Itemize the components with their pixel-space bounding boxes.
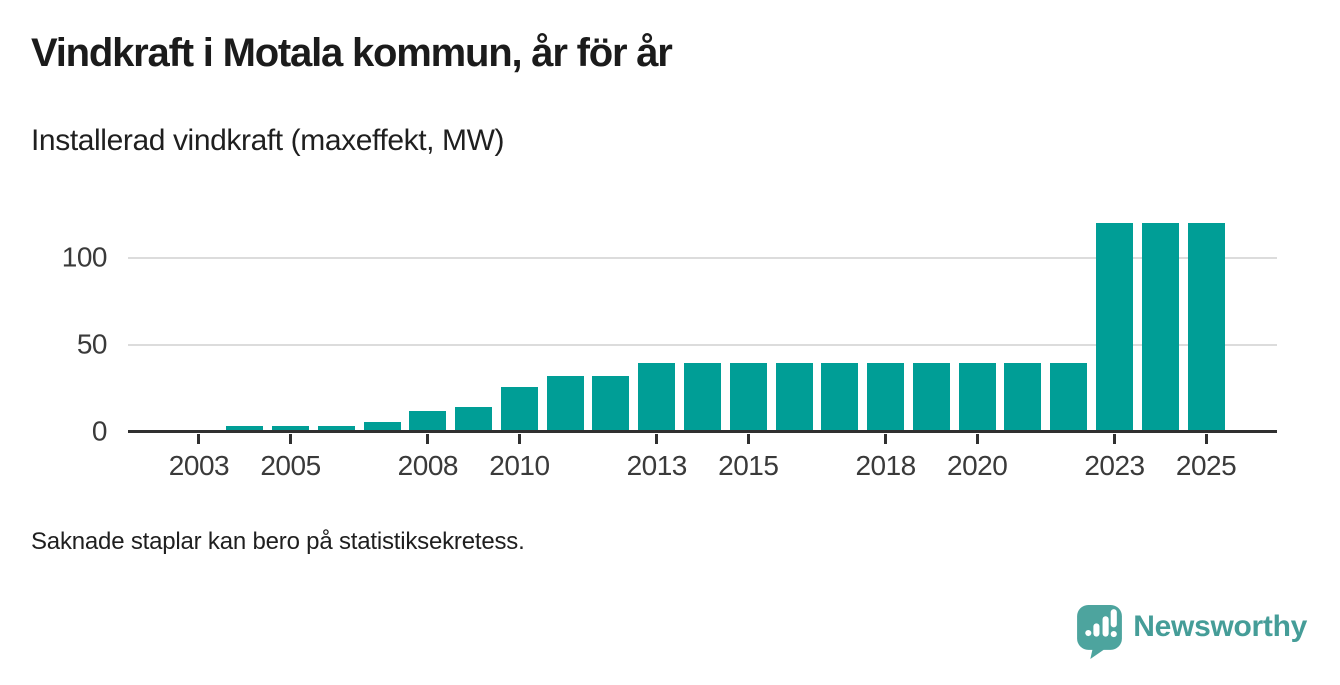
x-tick-2025	[1204, 434, 1208, 444]
gridline-50	[128, 343, 1277, 346]
logo-bar-tall-icon	[1102, 616, 1109, 637]
y-axis: 0 50 100	[0, 200, 108, 446]
bar-2024	[1141, 222, 1179, 432]
bar-2007	[363, 421, 401, 432]
x-axis-line	[128, 430, 1277, 433]
x-tick-2023	[1112, 434, 1116, 444]
chart-subtitle: Installerad vindkraft (maxeffekt, MW)	[31, 124, 505, 157]
footnote: Saknade staplar kan bero på statistiksek…	[31, 528, 525, 555]
x-tick-label-2005: 2005	[260, 450, 321, 481]
x-tick-2005	[289, 434, 292, 444]
x-tick-2010	[517, 434, 521, 444]
bar-2025	[1187, 222, 1225, 432]
newsworthy-logo-icon	[1077, 605, 1123, 659]
bar-2006	[317, 425, 355, 432]
logo-dot-icon	[1085, 629, 1092, 637]
x-tick-label-2020: 2020	[947, 450, 1008, 481]
bar-2011	[546, 376, 584, 432]
x-tick-label-2025: 2025	[1175, 450, 1237, 481]
chart-title: Vindkraft i Motala kommun, år för år	[31, 31, 673, 75]
x-tick-label-2015: 2015	[718, 450, 779, 481]
logo-exclamation-dot-icon	[1110, 630, 1118, 638]
x-tick-2018	[884, 434, 888, 444]
bar-2014	[684, 363, 721, 432]
x-tick-2013	[655, 434, 659, 444]
bar-2010	[500, 386, 538, 432]
y-tick-label-0: 0	[91, 415, 108, 447]
x-tick-2015	[746, 434, 750, 444]
bar-2021	[1004, 363, 1042, 432]
x-tick-2020	[975, 434, 979, 444]
bar-2004	[226, 425, 264, 432]
x-tick-label-2008: 2008	[397, 450, 459, 481]
y-tick-label-100: 100	[61, 240, 108, 272]
y-tick-label-50: 50	[76, 328, 108, 360]
x-tick-label-2010: 2010	[489, 450, 550, 481]
logo-exclamation-bar-icon	[1110, 609, 1118, 628]
x-tick-label-2003: 2003	[168, 450, 230, 481]
gridline-100	[128, 256, 1277, 259]
logo-bar-small-icon	[1093, 623, 1100, 637]
bar-2019	[912, 363, 950, 432]
bar-2020	[958, 363, 996, 432]
bar-2018	[867, 363, 905, 432]
bar-2017	[821, 363, 859, 432]
bar-2016	[775, 363, 813, 432]
x-tick-2003	[197, 434, 201, 444]
bar-2005	[272, 425, 309, 432]
plot-area: 2003 2005 2008 2010 2013 2015 2018 2020 2023 2025	[128, 200, 1277, 481]
bar-2023	[1095, 222, 1133, 432]
newsworthy-logo: Newsworthy	[1077, 605, 1307, 659]
x-tick-label-2018: 2018	[855, 450, 916, 481]
newsworthy-logo-text: Newsworthy	[1133, 610, 1307, 643]
bar-2022	[1050, 363, 1088, 432]
bar-2013	[638, 363, 676, 432]
bar-2012	[592, 376, 630, 432]
x-tick-label-2023: 2023	[1084, 450, 1145, 481]
x-tick-2008	[426, 434, 430, 444]
x-tick-label-2013: 2013	[626, 450, 688, 481]
bar-2015	[729, 363, 767, 432]
bar-2008	[409, 411, 447, 432]
bar-2009	[455, 406, 493, 432]
